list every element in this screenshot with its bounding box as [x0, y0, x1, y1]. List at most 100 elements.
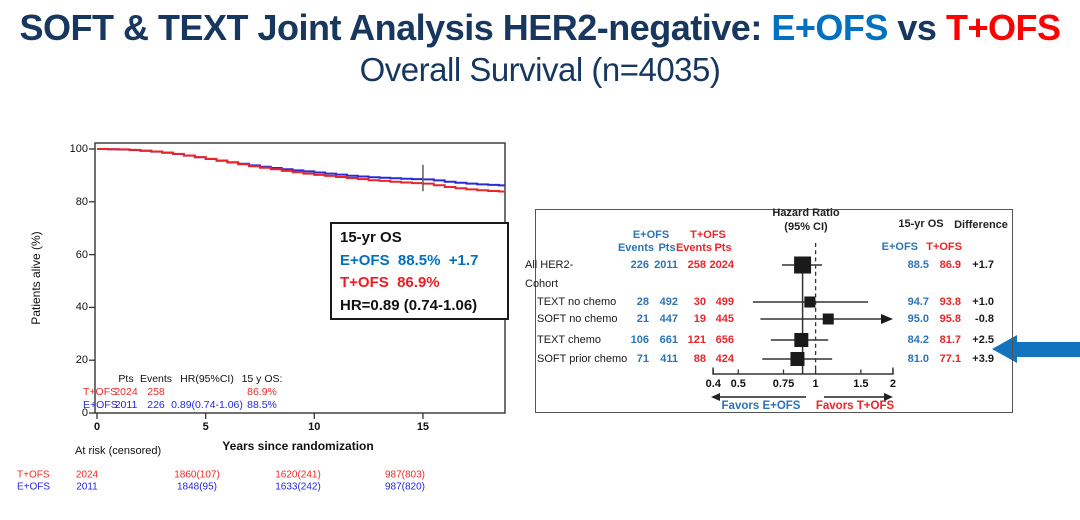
at-risk-cell: 1860(107) [174, 469, 220, 481]
forest-row-label: SOFT prior chemo [537, 353, 628, 365]
summary-table-header: HR(95%CI) [180, 373, 234, 385]
km-curve-tofs [97, 148, 506, 193]
annotation-hr-line: HR=0.89 (0.74-1.06) [340, 296, 478, 314]
forest-pts-t-header: Pts [714, 242, 732, 254]
forest-cell: 411 [660, 353, 678, 365]
forest-pts-e-header: Pts [658, 242, 676, 254]
forest-axis-tick-label: 1 [812, 378, 819, 390]
km-annotation-box: 15-yr OS E+OFS 88.5% +1.7 T+OFS 86.9% HR… [330, 222, 509, 320]
forest-cell-os-e: 94.7 [907, 296, 929, 308]
forest-os-t-subheader: T+OFS [926, 241, 962, 253]
forest-cell-os-e: 88.5 [907, 259, 929, 271]
km-x-tick-label: 15 [416, 421, 430, 433]
forest-cell: 2024 [709, 259, 734, 271]
favors-right-arrowhead [884, 393, 893, 401]
forest-axis-tick-label: 0.4 [705, 378, 721, 390]
at-risk-cell: 987(820) [384, 481, 426, 492]
km-y-tick-label: 100 [69, 143, 88, 155]
forest-cell: 30 [693, 296, 706, 308]
forest-cell: 258 [687, 259, 706, 271]
forest-cell-os-e: 84.2 [907, 334, 929, 346]
forest-cell-diff: +2.5 [972, 334, 994, 346]
km-curve-eofs [97, 148, 506, 187]
at-risk-cell: 1620(241) [275, 469, 321, 481]
title-arm-t: T+OFS [945, 7, 1061, 48]
forest-cell: 226 [630, 259, 649, 271]
forest-cell-diff: +1.7 [972, 259, 994, 271]
title-line2: Overall Survival (n=4035) [359, 51, 721, 88]
km-y-axis-label: Patients alive (%) [29, 231, 43, 325]
forest-cell: 447 [659, 313, 678, 325]
summary-table-cell: 88.5% [247, 399, 277, 411]
highlight-arrow [992, 335, 1080, 363]
slide-title: SOFT & TEXT Joint Analysis HER2-negative… [0, 6, 1080, 90]
forest-cell: 28 [636, 296, 649, 308]
forest-square [794, 333, 809, 347]
forest-axis-tick-label: 0.5 [730, 378, 746, 390]
forest-axis-tick-label: 1.5 [853, 378, 869, 390]
forest-cell: 656 [715, 334, 734, 346]
at-risk-cell: 2024 [75, 469, 99, 481]
km-x-tick-label: 0 [93, 421, 101, 433]
forest-cell: 2011 [654, 259, 678, 271]
at-risk-cell: 1633(242) [275, 481, 321, 492]
summary-table-cell: 226 [147, 399, 165, 411]
at-risk-cell: 1848(95) [176, 481, 218, 492]
forest-ci-arrowhead [881, 314, 893, 324]
at-risk-cell: 2011 [76, 481, 98, 492]
summary-table-header: Events [139, 373, 173, 385]
forest-hr-header-line1: Hazard Ratio [772, 207, 840, 219]
forest-row-label: TEXT chemo [537, 334, 601, 346]
forest-events-t-header: Events [675, 242, 713, 254]
forest-cell: 19 [693, 313, 706, 325]
summary-table-header: Pts [118, 373, 134, 385]
forest-axis-tick-label: 2 [889, 378, 897, 390]
title-vs: vs [897, 7, 937, 48]
at-risk-title: At risk (censored) [75, 445, 162, 457]
summary-table-label: E+OFS [83, 399, 118, 411]
summary-table-cell: 2011 [114, 399, 138, 411]
km-x-tick-label: 5 [202, 421, 209, 433]
km-y-tick-label: 40 [75, 301, 88, 314]
forest-cell-os-t: 93.8 [939, 296, 961, 308]
km-x-tick-label: 10 [308, 421, 321, 433]
forest-square [822, 313, 834, 325]
forest-events-e-header: Events [617, 242, 655, 254]
summary-table-header: 15 y OS: [241, 373, 283, 385]
summary-table-cell: 258 [147, 386, 165, 398]
forest-square [794, 256, 812, 274]
forest-row-label: TEXT no chemo [537, 296, 617, 308]
forest-cell: 499 [715, 296, 734, 308]
km-y-tick-label: 20 [75, 354, 88, 367]
forest-cell-os-t: 86.9 [939, 259, 961, 271]
forest-cell: 424 [715, 353, 734, 365]
forest-cell-os-t: 95.8 [939, 313, 961, 325]
summary-table-cell: 2024 [114, 386, 138, 398]
forest-cell: 71 [636, 353, 649, 365]
forest-row-label: SOFT no chemo [537, 313, 618, 325]
annotation-t-line: T+OFS 86.9% [340, 274, 440, 291]
favors-left-arrowhead [711, 393, 720, 401]
forest-cell: 661 [659, 334, 678, 346]
forest-plot-border [535, 209, 1013, 413]
forest-cell: 21 [636, 313, 649, 325]
forest-cell: 106 [630, 334, 649, 346]
forest-cell: 492 [659, 296, 678, 308]
favors-t-label: Favors T+OFS [815, 400, 895, 412]
forest-arm-t-header: T+OFS [690, 229, 726, 241]
forest-row-label: All HER2- [525, 259, 574, 271]
km-y-tick-label: 0 [81, 407, 88, 419]
km-y-tick-label: 60 [75, 248, 88, 261]
forest-os-header: 15-yr OS [898, 218, 944, 230]
forest-row-label: Cohort [525, 278, 559, 290]
summary-table-cell: 86.9% [247, 386, 277, 398]
forest-cell: 445 [715, 313, 734, 325]
annotation-e-line: E+OFS 88.5% +1.7 [340, 251, 479, 269]
forest-difference-header: Difference [954, 219, 1008, 231]
km-x-axis-label: Years since randomization [222, 439, 374, 453]
forest-cell-diff: +1.0 [972, 296, 994, 308]
forest-cell-os-e: 81.0 [907, 353, 929, 365]
forest-cell-diff: +3.9 [972, 353, 994, 365]
